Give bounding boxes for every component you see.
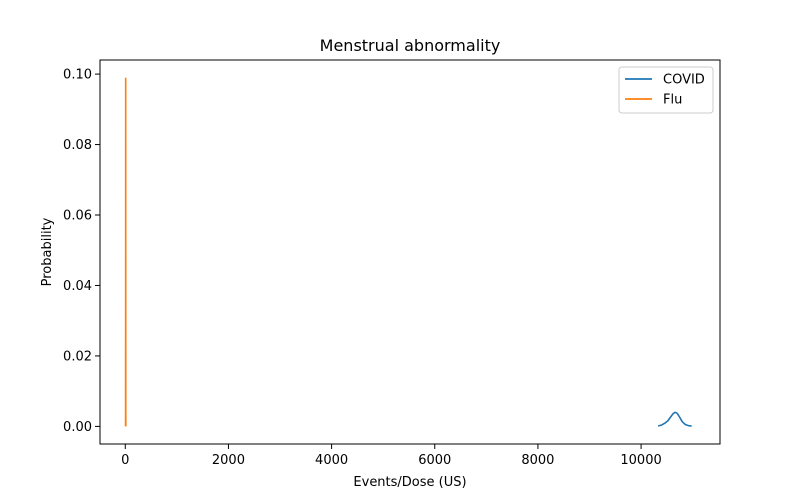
y-tick-label: 0.00 — [63, 420, 92, 435]
y-tick-label: 0.04 — [63, 279, 92, 294]
x-tick-label: 2000 — [212, 453, 245, 468]
legend-label-covid: COVID — [663, 73, 705, 88]
x-tick-label: 0 — [121, 453, 129, 468]
x-tick-label: 4000 — [315, 453, 348, 468]
y-tick-label: 0.06 — [63, 209, 92, 224]
x-axis: 0 2000 4000 6000 8000 10000 — [121, 444, 662, 468]
y-tick-label: 0.08 — [63, 138, 92, 153]
y-tick-label: 0.10 — [63, 68, 92, 83]
legend: COVID Flu — [618, 66, 714, 114]
x-axis-label: Events/Dose (US) — [353, 475, 466, 490]
plot-frame — [99, 59, 721, 445]
x-tick-label: 6000 — [418, 453, 451, 468]
legend-label-flu: Flu — [663, 93, 682, 108]
y-axis: 0.00 0.02 0.04 0.06 0.08 0.10 — [63, 68, 100, 435]
series-layer — [124, 77, 692, 427]
x-tick-label: 8000 — [521, 453, 554, 468]
x-tick-label: 10000 — [620, 453, 661, 468]
chart-title: Menstrual abnormality — [320, 36, 501, 55]
series-line-covid — [657, 411, 692, 427]
y-tick-label: 0.02 — [63, 349, 92, 364]
y-axis-label: Probability — [40, 217, 55, 286]
